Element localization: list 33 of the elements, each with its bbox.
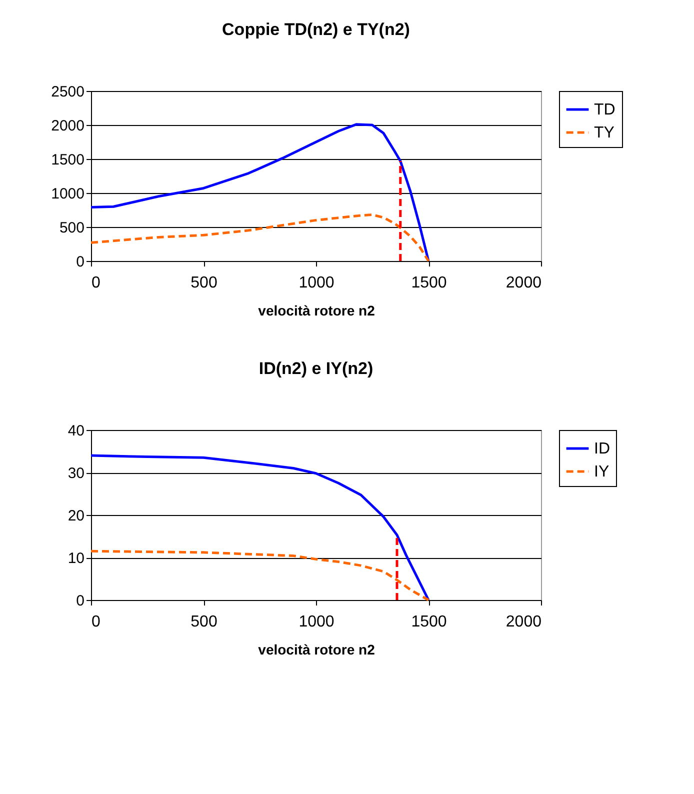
legend-label: ID (594, 440, 610, 458)
line-series (90, 214, 430, 262)
y-tick-label: 500 (59, 220, 84, 236)
x-tick-label: 0 (92, 614, 100, 630)
legend-label: TY (594, 124, 615, 142)
chart-title: Coppie TD(n2) e TY(n2) (222, 20, 410, 39)
x-axis-title: velocità rotore n2 (258, 642, 376, 658)
y-tick-label: 0 (76, 254, 84, 270)
line-series (90, 454, 430, 602)
y-tick-label: 30 (68, 465, 84, 482)
y-tick-label: 2000 (51, 118, 84, 134)
line-series (90, 550, 430, 602)
y-tick-label: 0 (76, 592, 84, 610)
x-axis-title: velocità rotore n2 (258, 302, 376, 318)
x-tick-label: 2000 (506, 274, 542, 292)
y-tick-label: 1500 (51, 152, 84, 168)
x-tick-label: 2000 (506, 614, 542, 630)
y-tick-label: 20 (68, 508, 84, 524)
y-tick-label: 10 (68, 550, 84, 567)
x-tick-label: 500 (190, 614, 218, 630)
y-tick-label: 1000 (51, 186, 84, 202)
chart-title: ID(n2) e IY(n2) (258, 359, 374, 378)
x-tick-label: 500 (190, 274, 218, 292)
x-tick-label: 0 (92, 274, 100, 292)
x-tick-label: 1000 (298, 274, 334, 292)
legend-label: TD (594, 102, 616, 118)
line-series (90, 123, 430, 262)
y-tick-label: 40 (68, 422, 84, 440)
legend-label: IY (594, 464, 610, 480)
x-tick-label: 1500 (411, 274, 447, 292)
x-tick-label: 1000 (298, 614, 334, 630)
x-tick-label: 1500 (411, 614, 447, 630)
y-tick-label: 2500 (51, 84, 84, 100)
